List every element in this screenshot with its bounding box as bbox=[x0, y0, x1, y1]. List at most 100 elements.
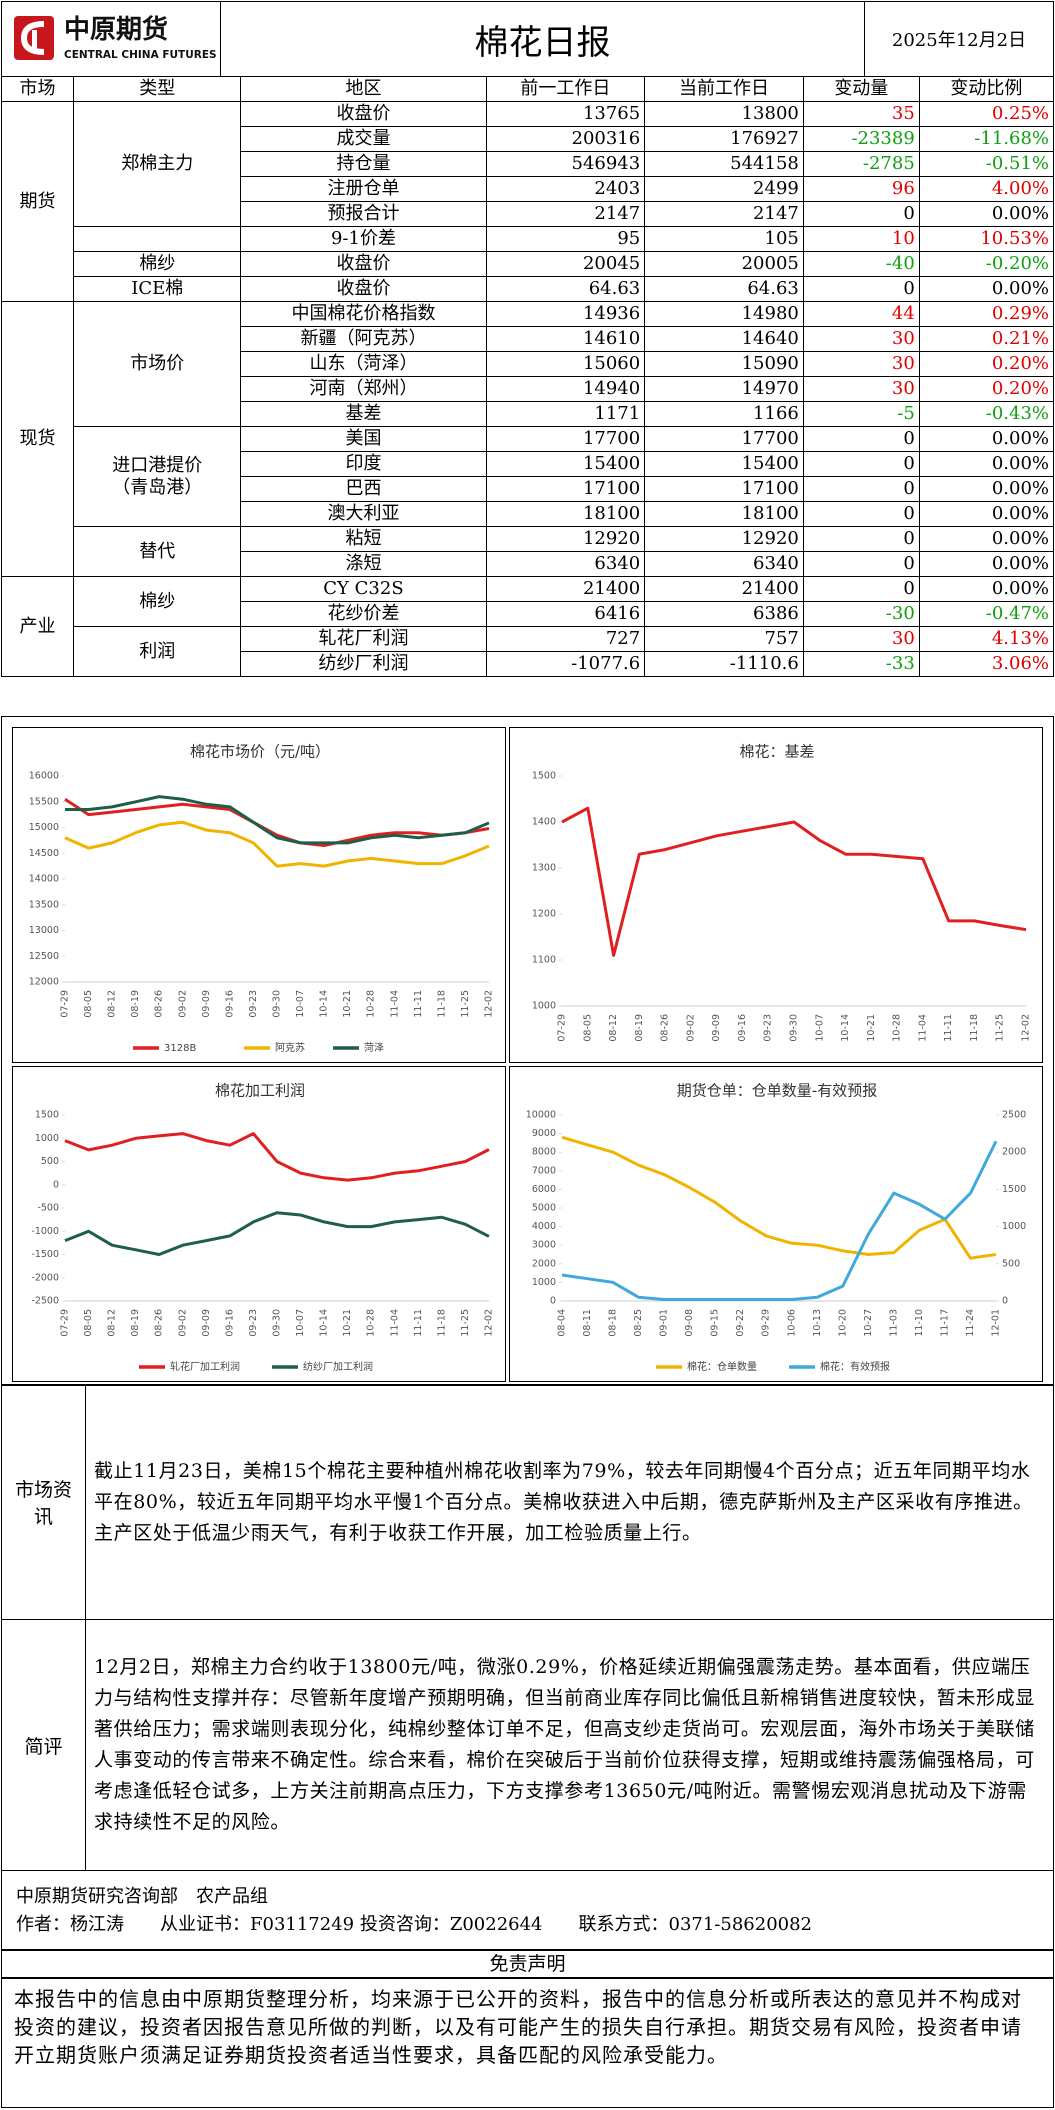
series-line bbox=[64, 797, 490, 847]
type-cell: ICE棉 bbox=[73, 276, 242, 302]
legend-label: 3128B bbox=[164, 1043, 196, 1054]
value-cell: 0.00% bbox=[918, 576, 1055, 602]
region-cell: 涤短 bbox=[240, 551, 487, 577]
x-tick-label: 11-11 bbox=[413, 990, 424, 1018]
series-line bbox=[64, 820, 490, 868]
y2-tick-label: 1000 bbox=[1002, 1221, 1026, 1232]
section-text: 12月2日，郑棉主力合约收于13800元/吨，微涨0.29%，价格延续近期偏强震… bbox=[94, 1656, 1035, 1833]
value-cell: -23389 bbox=[802, 126, 920, 152]
table-row: ICE棉 收盘价 64.63 64.63 0 0.00% bbox=[2, 276, 1055, 302]
value-cell: 4.00% bbox=[918, 176, 1055, 202]
y-tick-label: 5000 bbox=[532, 1203, 556, 1214]
region-cell: 巴西 bbox=[240, 476, 487, 502]
logo-english: CENTRAL CHINA FUTURES bbox=[64, 49, 217, 61]
x-tick-label: 08-25 bbox=[633, 1309, 644, 1337]
x-tick-label: 08-12 bbox=[107, 990, 118, 1018]
value-cell: 14610 bbox=[485, 326, 646, 352]
chart: 棉花市场价（元/吨） 12000 12500 13000 13500 14000 14500… bbox=[12, 727, 506, 1063]
value-cell: 17100 bbox=[644, 476, 804, 502]
y-tick-label: 4000 bbox=[532, 1221, 556, 1232]
table-row: 花纱价差 6416 6386 -30 -0.47% bbox=[2, 601, 1055, 627]
x-tick-label: 09-29 bbox=[761, 1309, 772, 1337]
value-cell: 15400 bbox=[644, 451, 804, 477]
value-cell: 96 bbox=[802, 176, 920, 202]
y-tick-label: 3000 bbox=[532, 1240, 556, 1251]
department: 中原期货研究咨询部 农产品组 bbox=[16, 1886, 268, 1907]
value-cell: 2147 bbox=[644, 201, 804, 227]
value-cell: 30 bbox=[802, 351, 920, 377]
x-tick-label: 08-26 bbox=[154, 990, 165, 1018]
table-row: 巴西 17100 17100 0 0.00% bbox=[2, 476, 1055, 502]
column-header: 当前工作日 bbox=[644, 76, 804, 102]
value-cell: 0 bbox=[802, 451, 920, 477]
value-cell: 17700 bbox=[644, 426, 804, 452]
series-line bbox=[561, 1140, 998, 1301]
value-cell: 64.63 bbox=[485, 276, 646, 302]
value-cell: 18100 bbox=[644, 501, 804, 527]
chart: 期货仓单：仓单数量-有效预报01000200030004000500060007… bbox=[509, 1066, 1043, 1382]
series-line bbox=[64, 1132, 490, 1182]
logo: 中原期货 CENTRAL CHINA FUTURES bbox=[1, 1, 221, 77]
value-cell: 14940 bbox=[485, 376, 646, 402]
column-header: 市场 bbox=[0, 76, 75, 102]
region-cell: 9-1价差 bbox=[240, 226, 487, 252]
value-cell: 13800 bbox=[644, 101, 804, 127]
y-tick-label: 1300 bbox=[532, 863, 556, 874]
x-tick-label: 09-09 bbox=[711, 1014, 722, 1042]
series-line bbox=[561, 1135, 997, 1260]
x-tick-label: 09-16 bbox=[224, 990, 235, 1018]
value-cell: -40 bbox=[802, 251, 920, 277]
table-row: 新疆（阿克苏） 14610 14640 30 0.21% bbox=[2, 326, 1055, 352]
x-tick-label: 10-07 bbox=[295, 1309, 306, 1337]
x-tick-label: 10-14 bbox=[319, 1309, 330, 1337]
y-tick-label: 1000 bbox=[35, 1133, 59, 1144]
x-tick-label: 09-22 bbox=[735, 1309, 746, 1337]
type-label: 进口港提价（青岛港） bbox=[112, 454, 203, 498]
comment: 简评 12月2日，郑棉主力合约收于13800元/吨，微涨0.29%，价格延续近期… bbox=[1, 1619, 1054, 1871]
chart: 棉花加工利润 -2500 -2000 -1500 -1000 -500 0 500 1000 15… bbox=[12, 1066, 506, 1382]
logo-graphic: 中原期货 CENTRAL CHINA FUTURES bbox=[14, 14, 217, 61]
chart-title: 棉花市场价（元/吨） bbox=[190, 743, 330, 761]
y-tick-label: 1100 bbox=[532, 955, 556, 966]
y-tick-label: 0 bbox=[53, 1179, 59, 1190]
value-cell: -11.68% bbox=[918, 126, 1055, 152]
value-cell: 6416 bbox=[485, 601, 646, 627]
charts-panel bbox=[1, 716, 1054, 1386]
region-cell: 山东（菏泽） bbox=[240, 351, 487, 377]
x-tick-label: 10-14 bbox=[319, 990, 330, 1018]
table-row: 预报合计 2147 2147 0 0.00% bbox=[2, 201, 1055, 227]
type-cell: 郑棉主力 bbox=[73, 101, 242, 227]
type-label: 郑棉主力 bbox=[121, 153, 194, 174]
value-cell: 6340 bbox=[485, 551, 646, 577]
value-cell: 0 bbox=[802, 201, 920, 227]
region-cell: 预报合计 bbox=[240, 201, 487, 227]
x-tick-label: 12-02 bbox=[484, 990, 495, 1018]
type-cell: 棉纱 bbox=[73, 251, 242, 277]
legend-label: 棉花：有效预报 bbox=[820, 1360, 890, 1373]
x-tick-label: 07-29 bbox=[557, 1014, 568, 1042]
value-cell: -33 bbox=[802, 651, 920, 677]
y-tick-label: -500 bbox=[37, 1203, 59, 1214]
column-header: 前一工作日 bbox=[485, 76, 646, 102]
value-cell: 2499 bbox=[644, 176, 804, 202]
y-tick-label: 15000 bbox=[29, 822, 59, 833]
value-cell: -0.47% bbox=[918, 601, 1055, 627]
value-cell: 0.00% bbox=[918, 276, 1055, 302]
value-cell: 0.00% bbox=[918, 451, 1055, 477]
y-tick-label: 2000 bbox=[532, 1258, 556, 1269]
table-row: 涤短 6340 6340 0 0.00% bbox=[2, 551, 1055, 577]
x-tick-label: 08-04 bbox=[557, 1309, 568, 1337]
x-tick-label: 10-28 bbox=[892, 1014, 903, 1042]
table-row: 产业 棉纱 CY C32S 21400 21400 0 0.00% bbox=[0, 576, 1055, 677]
x-tick-label: 09-30 bbox=[272, 990, 283, 1018]
value-cell: 15400 bbox=[485, 451, 646, 477]
table-row: 基差 1171 1166 -5 -0.43% bbox=[2, 401, 1055, 427]
region-cell: 粘短 bbox=[240, 526, 487, 552]
type-cell: 棉纱 bbox=[73, 576, 242, 627]
table-row: 棉纱 收盘价 20045 20005 -40 -0.20% bbox=[2, 251, 1055, 277]
value-cell: 0 bbox=[802, 576, 920, 602]
value-cell: 0 bbox=[802, 526, 920, 552]
value-cell: 20005 bbox=[644, 251, 804, 277]
value-cell: 0.21% bbox=[918, 326, 1055, 352]
x-tick-label: 09-09 bbox=[201, 990, 212, 1018]
